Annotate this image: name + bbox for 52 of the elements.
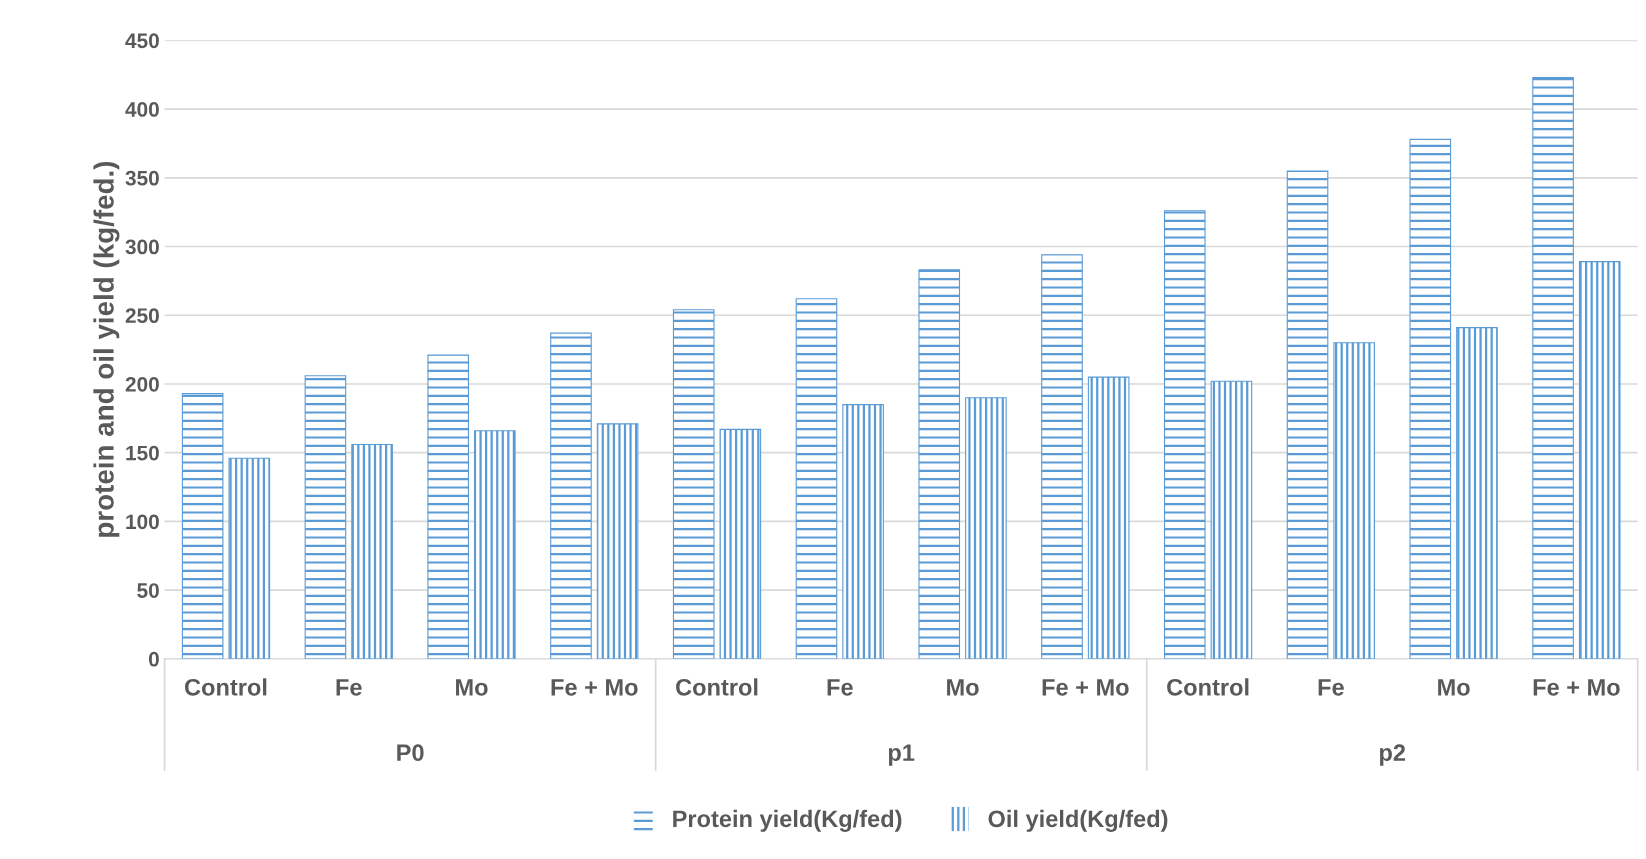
legend-label: Oil yield(Kg/fed) (988, 809, 1168, 832)
bar (1041, 254, 1083, 659)
bar (304, 375, 347, 659)
bar (1087, 376, 1130, 659)
y-tick-label: 350 (125, 170, 159, 186)
y-tick-label: 300 (125, 239, 159, 255)
bar (351, 443, 393, 659)
bar (474, 430, 516, 659)
bar (1456, 327, 1498, 659)
text: p1 (888, 744, 915, 766)
x-tick-label: Mo (456, 679, 488, 696)
bar (181, 393, 224, 659)
x-tick-label: Fe + Mo (1533, 679, 1620, 696)
bar (1163, 210, 1206, 659)
bar (672, 309, 715, 659)
x-tick-label: Control (184, 678, 267, 696)
x-tick-label: Fe (336, 679, 362, 696)
x-tick-label: Mo (1438, 679, 1470, 696)
x-tick-label: Fe + Mo (1042, 679, 1129, 696)
bar (795, 298, 838, 659)
y-tick-label: 0 (148, 651, 159, 667)
bar (1210, 380, 1253, 659)
bar (918, 269, 961, 659)
y-tick-label: 50 (137, 583, 159, 598)
y-tick-label: 400 (125, 102, 159, 117)
x-tick-label: Control (1167, 678, 1249, 696)
bar (427, 354, 469, 659)
legend-label: Protein yield(Kg/fed) (673, 809, 902, 832)
x-tick-label: Fe (1318, 679, 1344, 696)
y-tick-label: 250 (125, 308, 159, 324)
x-tick-label: Fe (827, 679, 853, 696)
x-tick-label: Fe + Mo (551, 679, 638, 696)
bar (228, 457, 271, 659)
bar (1409, 138, 1452, 659)
y-axis-title: protein and oil yield (kg/fed.) (93, 161, 120, 537)
bar (1578, 261, 1621, 659)
bar (1532, 76, 1574, 659)
bar (965, 397, 1007, 659)
text: P0 (397, 744, 424, 762)
x-tick-label: Control (676, 678, 758, 696)
y-tick-label: 450 (125, 33, 159, 49)
bar (1286, 170, 1329, 659)
text: p2 (1380, 744, 1406, 766)
bar (550, 332, 592, 659)
y-tick-label: 100 (126, 514, 159, 530)
bar (596, 423, 639, 659)
x-tick-label: Mo (947, 679, 979, 696)
y-tick-label: 150 (126, 445, 159, 461)
bar (842, 404, 884, 659)
bar (1333, 342, 1375, 659)
bar (719, 428, 762, 659)
y-tick-label: 200 (125, 376, 159, 392)
